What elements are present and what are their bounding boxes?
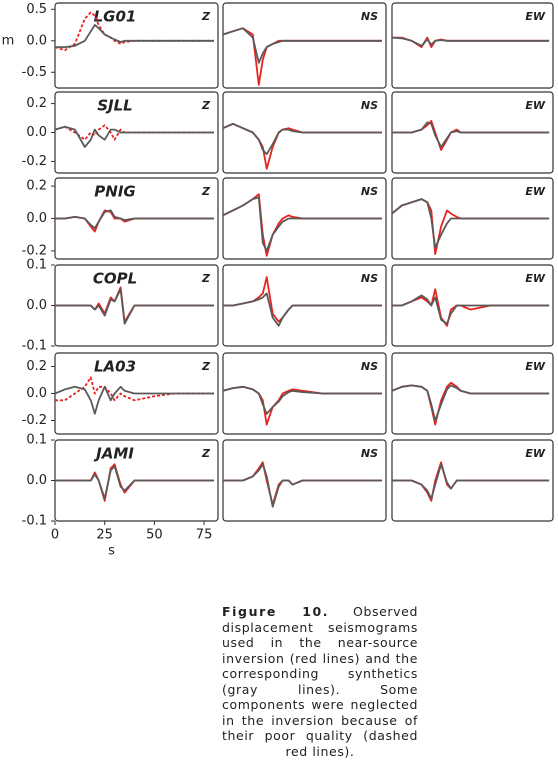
waveform — [392, 288, 550, 327]
panel-frame — [391, 352, 554, 435]
x-axis-label: s — [108, 544, 115, 559]
component-label: NS — [361, 99, 378, 112]
waveform — [54, 385, 214, 415]
figure: 0.5 0.0 -0.5 m LG01 Z NS EW 0.2 0.0 -0.2 SJLL Z NS EW 0… — [2, 2, 554, 559]
component-label: EW — [525, 360, 546, 373]
y-tick-label: 0.0 — [26, 386, 47, 401]
y-tick-label: -0.1 — [22, 514, 47, 529]
waveform — [222, 27, 382, 64]
y-tick-label: 0.0 — [26, 211, 47, 226]
caption-text: Observed displacement seismograms used i… — [222, 604, 418, 759]
waveform — [391, 36, 550, 47]
component-label: NS — [361, 447, 378, 460]
waveform — [55, 376, 214, 402]
y-tick-label: 0.1 — [26, 433, 47, 448]
panel-frame — [222, 352, 387, 435]
waveform — [392, 121, 550, 148]
waveform — [223, 463, 382, 508]
panel-frame — [54, 2, 219, 89]
y-tick-label: 0.0 — [26, 473, 47, 488]
x-tick-label: 0 — [51, 528, 59, 543]
station-name: JAMI — [93, 445, 134, 463]
y-axis-label: m — [2, 34, 15, 49]
component-label: NS — [361, 360, 378, 373]
y-tick-label: 0.2 — [26, 359, 47, 374]
component-label: Z — [201, 272, 211, 285]
component-label: Z — [201, 185, 211, 198]
panel-frame — [222, 177, 387, 260]
y-tick-label: -0.2 — [22, 243, 47, 258]
y-tick-label: 0.0 — [26, 33, 47, 48]
caption-label: Figure 10. — [222, 604, 330, 619]
waveform — [55, 209, 214, 230]
component-label: EW — [525, 185, 546, 198]
waveform — [223, 292, 382, 327]
waveform — [55, 24, 214, 48]
y-tick-label: 0.5 — [26, 2, 47, 17]
waveform — [222, 196, 382, 252]
waveform — [223, 461, 382, 506]
station-name: PNIG — [94, 183, 135, 201]
component-label: Z — [201, 10, 211, 23]
waveform — [223, 276, 382, 323]
y-tick-label: 0.0 — [26, 125, 47, 140]
waveform — [392, 120, 550, 151]
waveform — [55, 288, 214, 325]
waveform — [391, 381, 550, 426]
y-tick-label: 0.2 — [26, 179, 47, 194]
waveform — [392, 463, 550, 500]
panel-frame — [222, 91, 387, 174]
component-label: EW — [525, 99, 546, 112]
waveform — [55, 463, 214, 502]
waveform — [391, 198, 550, 249]
component-label: Z — [201, 99, 211, 112]
x-tick-label: 75 — [196, 528, 213, 543]
station-name: COPL — [93, 270, 137, 288]
waveform — [222, 27, 382, 86]
component-label: Z — [201, 447, 211, 460]
waveform — [55, 286, 214, 323]
waveform — [55, 465, 214, 500]
station-name: LA03 — [94, 358, 136, 376]
y-tick-label: -0.1 — [22, 339, 47, 354]
panel-frame — [222, 2, 387, 89]
y-tick-label: 0.2 — [26, 96, 47, 111]
component-label: EW — [525, 272, 546, 285]
station-name: LG01 — [94, 8, 137, 26]
y-tick-label: 0.1 — [26, 258, 47, 273]
x-tick-label: 50 — [146, 528, 163, 543]
panel-frame — [391, 2, 554, 89]
y-tick-label: -0.2 — [22, 154, 47, 169]
component-label: NS — [361, 185, 378, 198]
component-label: Z — [201, 360, 211, 373]
component-label: NS — [361, 10, 378, 23]
component-label: NS — [361, 272, 378, 285]
waveform — [55, 209, 214, 233]
waveform — [392, 294, 550, 325]
waveform — [222, 385, 382, 415]
x-tick-label: 25 — [96, 528, 113, 543]
waveform — [391, 384, 550, 422]
y-tick-label: 0.0 — [26, 298, 47, 313]
y-tick-label: -0.5 — [22, 65, 47, 80]
y-tick-label: -0.2 — [22, 413, 47, 428]
caption: Figure 10. Observed displacement seismog… — [222, 604, 418, 759]
waveform — [54, 124, 214, 141]
component-label: EW — [525, 447, 546, 460]
component-label: EW — [525, 10, 546, 23]
waveform — [54, 125, 214, 148]
panel-frame — [391, 177, 554, 260]
station-name: SJLL — [97, 97, 133, 115]
waveform — [391, 198, 550, 256]
waveform — [222, 122, 382, 156]
